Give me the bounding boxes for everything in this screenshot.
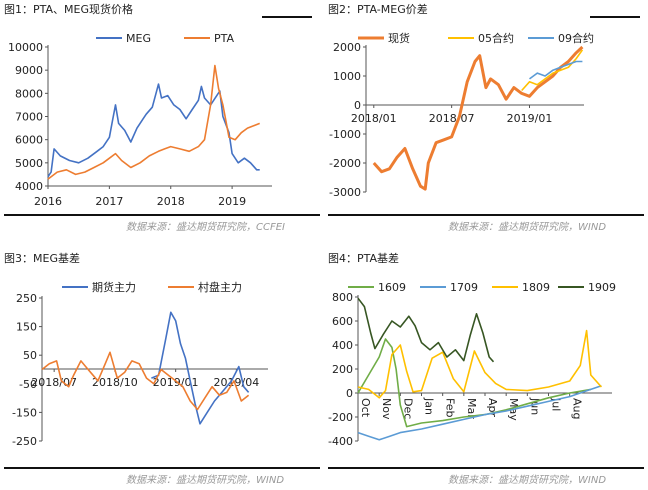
chart-c1: 4000 5000 6000 7000 8000 9000 10000 2016 2017 201… [8,32,272,208]
legend-label: PTA [214,32,234,45]
y-tick-label: 8000 [15,87,43,100]
y-tick-label: -1000 [329,128,361,141]
y-tick-label: 7000 [15,111,43,124]
y-tick-label: 5000 [15,157,43,170]
chart-title-1: 图1：PTA、MEG现货价格 [4,3,133,16]
source-note-2: 数据来源：盛达期货研究院，WIND [448,222,607,233]
x-tick-label: 2019/01 [507,112,553,125]
series-line-05合约 [521,49,584,92]
x-tick-label: Feb [444,398,457,417]
x-tick-label: Mar [465,398,478,419]
source-note-1: 数据来源：盛达期货研究院，CCFEI [126,222,285,233]
legend-label: 1709 [450,281,478,294]
x-tick-label: Aug [571,398,584,419]
legend-label: 村盘主力 [198,280,242,294]
series-line-09合约 [529,60,583,80]
x-tick-label: 2019 [218,195,246,208]
series-line-PTA [47,64,260,180]
x-tick-label: Nov [380,398,393,420]
y-tick-label: 10000 [8,41,43,54]
y-tick-label: 600 [332,315,353,328]
y-tick-label: 4000 [15,180,43,193]
source-note-4: 数据来源：盛达期货研究院，WIND [448,475,607,486]
series-line-村盘主力 [41,351,250,411]
bottom-rule-4 [328,467,644,469]
legend-label: 期货主力 [92,280,136,294]
series-line-1609 [357,338,591,428]
legend-label: 09合约 [558,31,594,45]
x-tick-label: 2019/01 [153,376,199,389]
bottom-rule-2 [328,214,644,216]
y-tick-label: -3000 [329,186,361,199]
x-tick-label: 2017 [95,195,123,208]
y-tick-label: 200 [332,363,353,376]
x-tick-label: 2019/04 [214,376,260,389]
chart-c3: -250 -150 -50 50 150 250 2018/07 2018/10 2019/01… [12,280,268,448]
legend-label: 1609 [378,281,406,294]
x-tick-label: Jan [423,397,436,415]
x-tick-label: 2016 [34,195,62,208]
x-tick-label: 2018/01 [351,112,397,125]
y-tick-label: 1000 [333,70,361,83]
legend-label: 现货 [388,31,410,45]
legend-label: 05合约 [478,31,514,45]
chart-c2: -3000 -2000 -1000 0 1000 2000 2018/01 2018/07 20… [329,31,594,199]
chart-title-2: 图2：PTA-MEG价差 [328,3,428,16]
bottom-rule-3 [4,467,320,469]
x-tick-label: Oct [359,398,372,418]
x-tick-label: 2018/07 [429,112,475,125]
y-tick-label: 2000 [333,41,361,54]
y-tick-label: -200 [328,411,353,424]
y-tick-label: -250 [12,435,37,448]
chart-title-4: 图4：PTA基差 [328,252,400,265]
y-tick-label: 150 [16,321,37,334]
series-line-1709 [357,385,602,441]
series-line-1809 [357,329,602,399]
title-rule-2 [590,16,640,18]
series-line-现货 [372,45,584,191]
x-tick-label: 2018 [157,195,185,208]
y-tick-label: 0 [346,387,353,400]
y-tick-label: 0 [354,99,361,112]
legend-label: 1909 [588,281,616,294]
title-rule-1 [262,16,312,18]
bottom-rule-1 [4,214,320,216]
y-tick-label: 9000 [15,64,43,77]
legend-label: MEG [126,32,151,45]
y-tick-label: -400 [328,435,353,448]
x-tick-label: Dec [401,398,414,419]
legend-label: 1809 [522,281,550,294]
x-tick-label: 2018/07 [31,376,77,389]
y-tick-label: 50 [23,349,37,362]
series-line-期货主力 [151,311,250,425]
chart-title-3: 图3：MEG基差 [4,252,80,265]
y-tick-label: 250 [16,292,37,305]
y-tick-label: 800 [332,291,353,304]
source-note-3: 数据来源：盛达期货研究院，WIND [126,475,285,486]
y-tick-label: -50 [19,378,37,391]
y-tick-label: 6000 [15,134,43,147]
y-tick-label: -150 [12,406,37,419]
x-tick-label: 2018/10 [92,376,138,389]
y-tick-label: -2000 [329,157,361,170]
chart-c4: -400 -200 0 200 400 600 800 Oct Nov Dec Jan Feb Mar A… [328,281,616,448]
series-line-1909 [357,297,495,363]
y-tick-label: 400 [332,339,353,352]
